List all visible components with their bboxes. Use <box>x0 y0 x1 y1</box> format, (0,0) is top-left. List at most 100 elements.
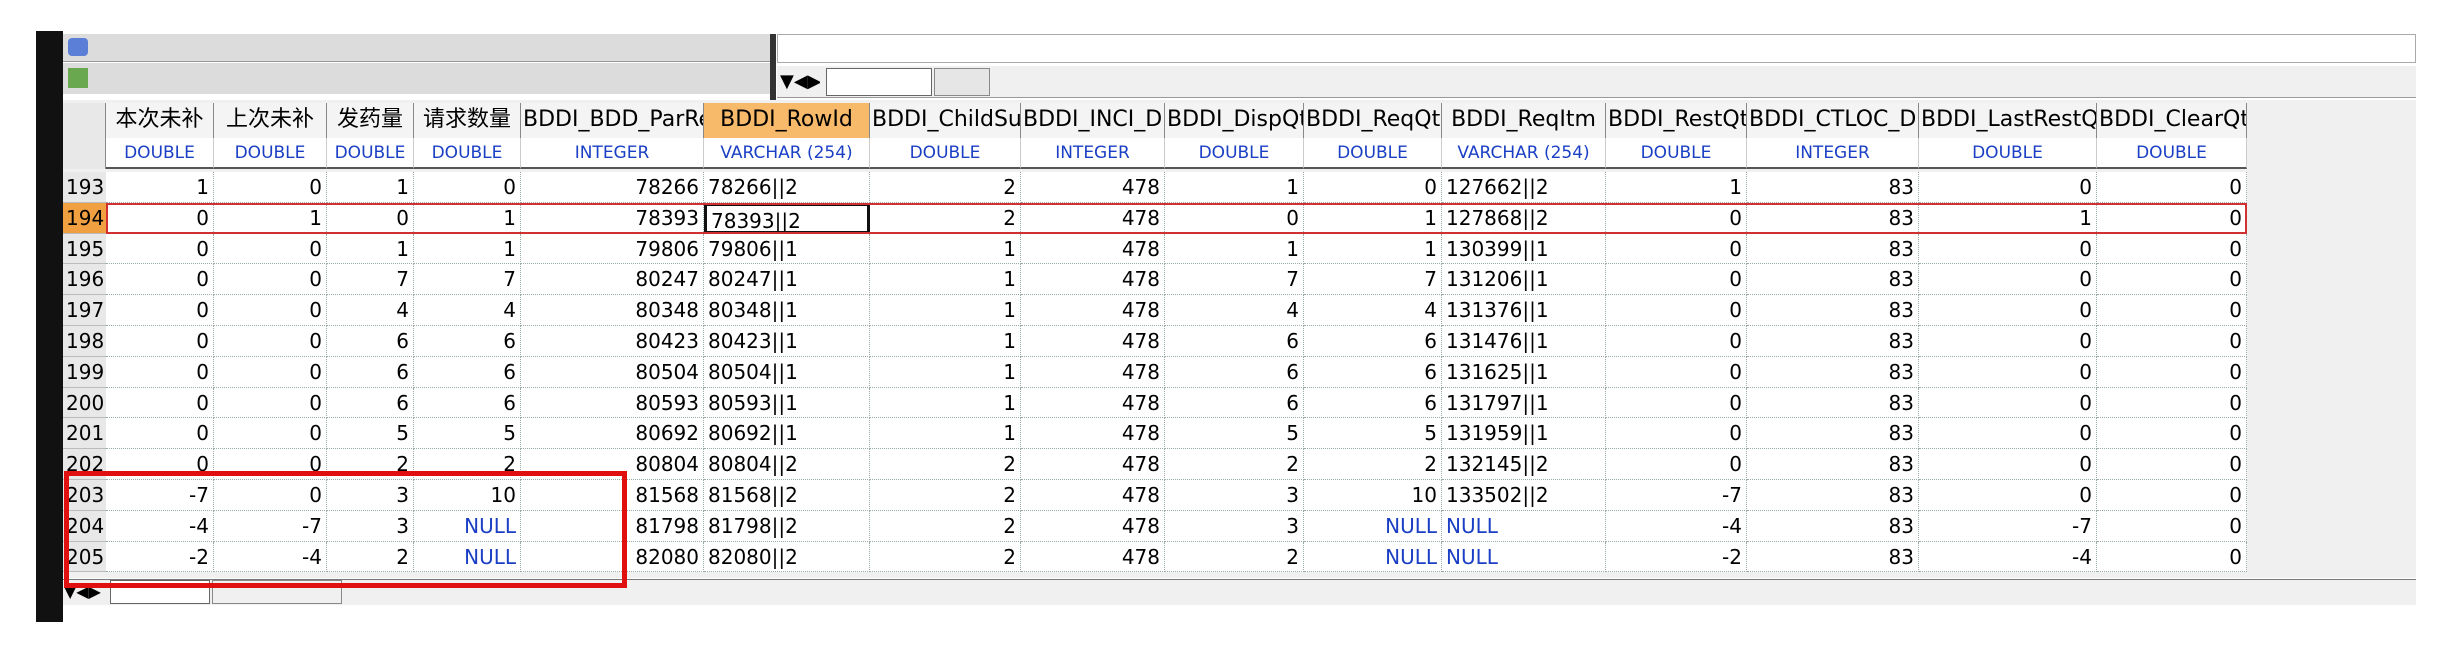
cell[interactable]: 0 <box>2097 449 2247 480</box>
cell[interactable]: 0 <box>1919 449 2097 480</box>
cell[interactable]: 131206||1 <box>1442 264 1606 296</box>
column-header[interactable]: BDDI_ChildSub <box>870 103 1021 138</box>
cell[interactable]: 478 <box>1021 387 1165 419</box>
cell[interactable]: 6 <box>414 326 521 357</box>
cell[interactable]: 0 <box>214 356 327 388</box>
cell[interactable]: 80247||1 <box>704 264 870 296</box>
cell[interactable]: 478 <box>1021 172 1165 203</box>
cell[interactable]: 83 <box>1747 326 1919 357</box>
cell[interactable]: 131376||1 <box>1442 295 1606 326</box>
cell[interactable]: 0 <box>106 202 214 234</box>
cell[interactable]: 478 <box>1021 233 1165 265</box>
cell[interactable]: 83 <box>1747 172 1919 203</box>
cell[interactable]: 6 <box>1165 356 1304 388</box>
cell[interactable]: 0 <box>106 295 214 326</box>
cell[interactable]: 478 <box>1021 264 1165 296</box>
cell[interactable]: 131625||1 <box>1442 356 1606 388</box>
cell[interactable]: 1 <box>327 233 414 265</box>
cell[interactable]: 0 <box>1919 326 2097 357</box>
scroll-button[interactable] <box>777 34 2416 63</box>
cell[interactable]: 0 <box>2097 480 2247 511</box>
cell[interactable]: 78393||2 <box>704 202 870 234</box>
cell[interactable]: 2 <box>870 172 1021 203</box>
cell[interactable]: 1 <box>1304 233 1442 265</box>
cell[interactable]: 1 <box>327 172 414 203</box>
cell[interactable]: -2 <box>106 541 214 573</box>
column-header[interactable]: BDDI_DispQty <box>1165 103 1304 138</box>
cell[interactable]: 478 <box>1021 480 1165 511</box>
cell[interactable]: 0 <box>214 418 327 450</box>
column-header[interactable]: BDDI_RowId <box>704 103 870 138</box>
cell[interactable]: 1 <box>870 233 1021 265</box>
cell[interactable]: 0 <box>214 387 327 419</box>
cell[interactable]: 7 <box>1165 264 1304 296</box>
cell[interactable]: 0 <box>2097 510 2247 542</box>
cell[interactable]: 83 <box>1747 356 1919 388</box>
cell[interactable]: 83 <box>1747 202 1919 234</box>
cell[interactable]: 82080||2 <box>704 541 870 573</box>
cell[interactable]: 1 <box>1304 202 1442 234</box>
cell[interactable]: 7 <box>327 264 414 296</box>
messages-tab[interactable] <box>212 580 342 604</box>
cell[interactable]: 127662||2 <box>1442 172 1606 203</box>
cell[interactable]: 80692||1 <box>704 418 870 450</box>
cell[interactable]: 81798||2 <box>704 510 870 542</box>
cell[interactable]: 0 <box>1919 418 2097 450</box>
cell[interactable]: 1 <box>414 233 521 265</box>
cell[interactable]: 83 <box>1747 233 1919 265</box>
cell[interactable]: 0 <box>214 295 327 326</box>
cell[interactable]: 80423 <box>521 326 704 357</box>
cell[interactable]: 0 <box>1606 387 1747 419</box>
cell[interactable]: 478 <box>1021 449 1165 480</box>
cell[interactable]: 81798 <box>521 510 704 542</box>
tree-item[interactable] <box>63 63 770 94</box>
cell[interactable]: 0 <box>1919 233 2097 265</box>
cell[interactable]: 81568 <box>521 480 704 511</box>
cell[interactable]: 478 <box>1021 418 1165 450</box>
cell[interactable]: 4 <box>327 295 414 326</box>
cell[interactable]: 80348||1 <box>704 295 870 326</box>
cell[interactable]: 1 <box>870 264 1021 296</box>
cell[interactable]: 6 <box>327 387 414 419</box>
cell[interactable]: 80593 <box>521 387 704 419</box>
cell[interactable]: 80504||1 <box>704 356 870 388</box>
cell[interactable]: 78393 <box>521 202 704 234</box>
cell[interactable]: 1 <box>106 172 214 203</box>
cell[interactable]: -4 <box>1606 510 1747 542</box>
cell[interactable]: NULL <box>1304 541 1442 573</box>
cell[interactable]: NULL <box>414 510 521 542</box>
cell[interactable]: 5 <box>1304 418 1442 450</box>
cell[interactable]: 80348 <box>521 295 704 326</box>
cell[interactable]: 5 <box>414 418 521 450</box>
cell[interactable]: 0 <box>2097 541 2247 573</box>
column-header[interactable]: BDDI_ReqQty <box>1304 103 1442 138</box>
cell[interactable]: 7 <box>414 264 521 296</box>
cell[interactable]: 0 <box>106 418 214 450</box>
cell[interactable]: 10 <box>414 480 521 511</box>
cell[interactable]: 83 <box>1747 449 1919 480</box>
cell[interactable]: -7 <box>106 480 214 511</box>
column-header[interactable]: BDDI_RestQty <box>1606 103 1747 138</box>
cell[interactable]: -7 <box>214 510 327 542</box>
cell[interactable]: 130399||1 <box>1442 233 1606 265</box>
cell[interactable]: 0 <box>1919 356 2097 388</box>
column-header[interactable]: BDDI_INCI_DR <box>1021 103 1165 138</box>
cell[interactable]: 0 <box>106 356 214 388</box>
cell[interactable]: 0 <box>214 264 327 296</box>
cell[interactable]: 0 <box>214 480 327 511</box>
cell[interactable]: 81568||2 <box>704 480 870 511</box>
cell[interactable]: 6 <box>1304 356 1442 388</box>
cell[interactable]: 2 <box>870 480 1021 511</box>
cell[interactable]: 127868||2 <box>1442 202 1606 234</box>
cell[interactable]: 3 <box>1165 510 1304 542</box>
cell[interactable]: 2 <box>327 541 414 573</box>
cell[interactable]: NULL <box>1442 541 1606 573</box>
cell[interactable]: 2 <box>870 541 1021 573</box>
cell[interactable]: 2 <box>1304 449 1442 480</box>
column-header[interactable]: 发药量 <box>327 103 414 138</box>
cell[interactable]: 0 <box>1919 480 2097 511</box>
cell[interactable]: -4 <box>1919 541 2097 573</box>
cell[interactable]: 1 <box>870 326 1021 357</box>
cell[interactable]: 0 <box>214 233 327 265</box>
cell[interactable]: 1 <box>1165 172 1304 203</box>
